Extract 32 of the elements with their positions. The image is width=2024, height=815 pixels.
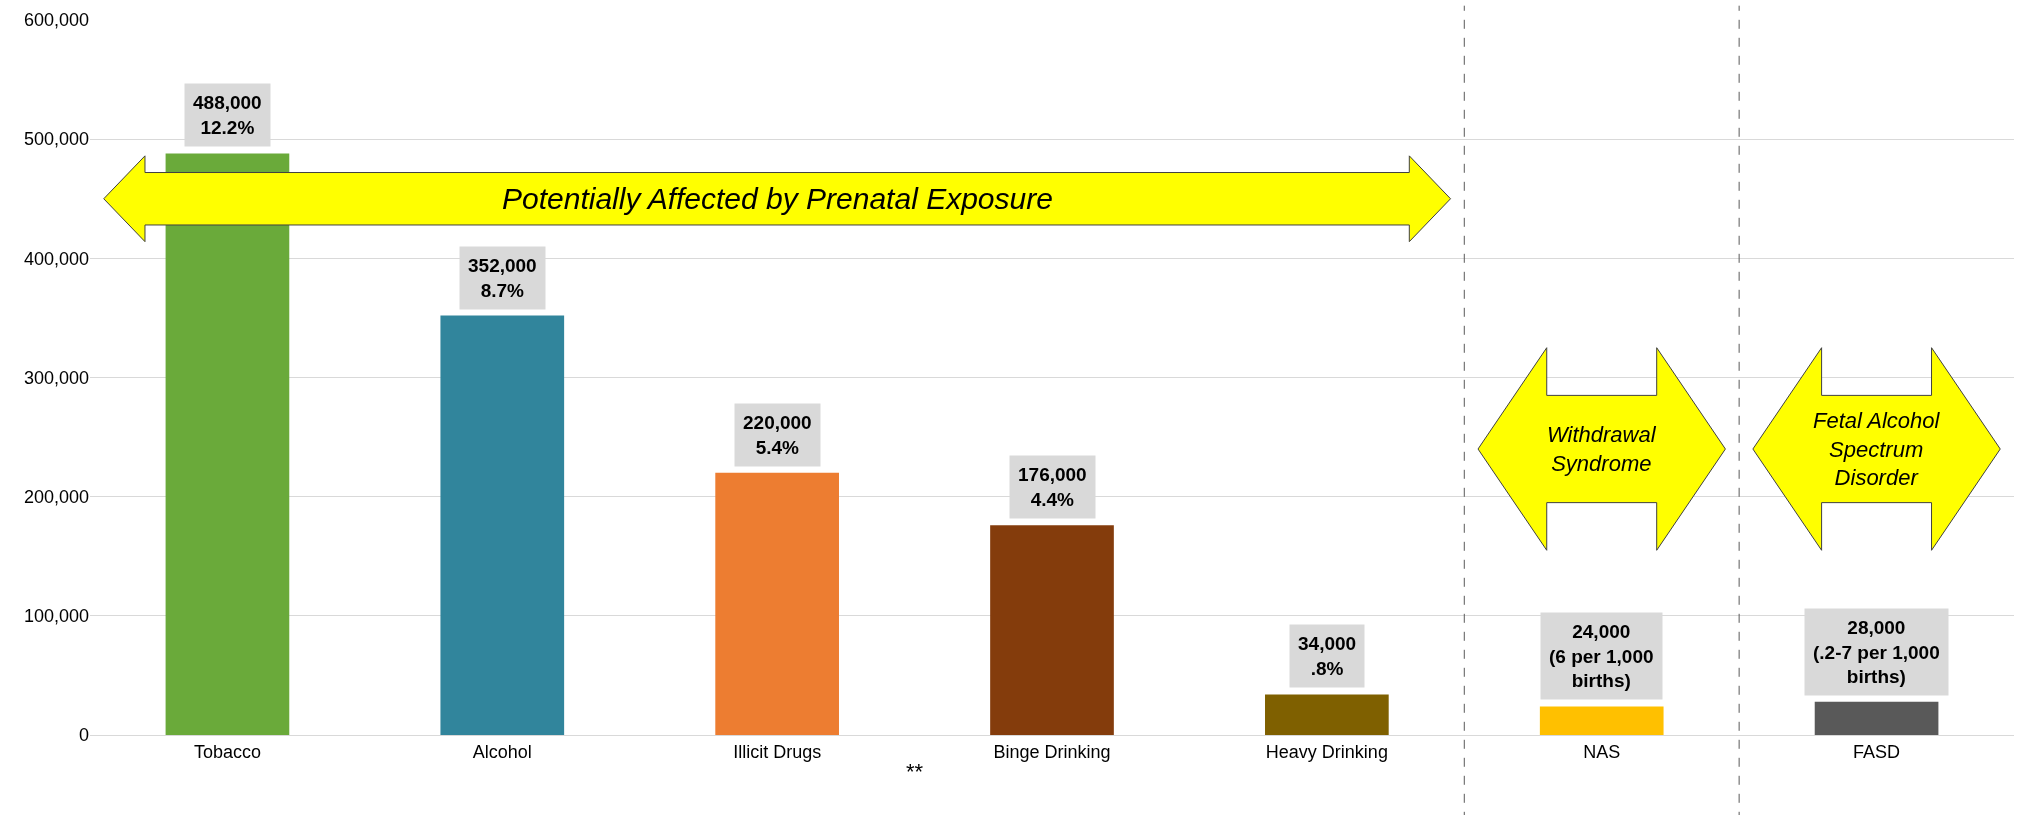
y-tick-label: 200,000 xyxy=(23,486,89,507)
data-label: 488,000 12.2% xyxy=(193,92,262,138)
bar xyxy=(715,472,839,735)
x-tick-label: Alcohol xyxy=(472,741,532,762)
data-label: 176,000 4.4% xyxy=(1018,464,1087,510)
bar xyxy=(1814,701,1939,735)
annotation: Withdrawal Syndrome xyxy=(1547,422,1657,476)
data-label: 220,000 5.4% xyxy=(743,412,812,458)
data-label: 352,000 8.7% xyxy=(468,255,537,301)
annotation: Potentially Affected by Prenatal Exposure xyxy=(502,182,1053,215)
y-tick-label: 600,000 xyxy=(23,10,89,31)
x-tick-label: Tobacco xyxy=(193,741,261,762)
x-tick-label: FASD xyxy=(1853,741,1901,762)
y-tick-label: 300,000 xyxy=(23,367,89,388)
x-tick-label: NAS xyxy=(1583,741,1621,762)
text: ** xyxy=(906,759,924,784)
annotation: Fetal Alcohol Spectrum Disorder xyxy=(1813,408,1941,491)
bar xyxy=(1265,694,1389,735)
data-label: 24,000 (6 per 1,000 births) xyxy=(1549,621,1654,692)
data-label: 34,000 .8% xyxy=(1298,633,1357,679)
y-tick-label: 100,000 xyxy=(23,606,89,627)
bar xyxy=(990,525,1114,735)
x-tick-label: Heavy Drinking xyxy=(1265,741,1388,762)
bar xyxy=(1539,706,1664,735)
x-tick-label: Illicit Drugs xyxy=(733,741,822,762)
bar xyxy=(165,153,290,735)
y-tick-label: 0 xyxy=(78,725,89,746)
data-label: 28,000 (.2-7 per 1,000 births) xyxy=(1813,617,1940,688)
x-tick-label: Binge Drinking xyxy=(993,741,1111,762)
y-tick-label: 400,000 xyxy=(23,248,89,269)
bar xyxy=(440,315,565,735)
y-tick-label: 500,000 xyxy=(23,129,89,150)
